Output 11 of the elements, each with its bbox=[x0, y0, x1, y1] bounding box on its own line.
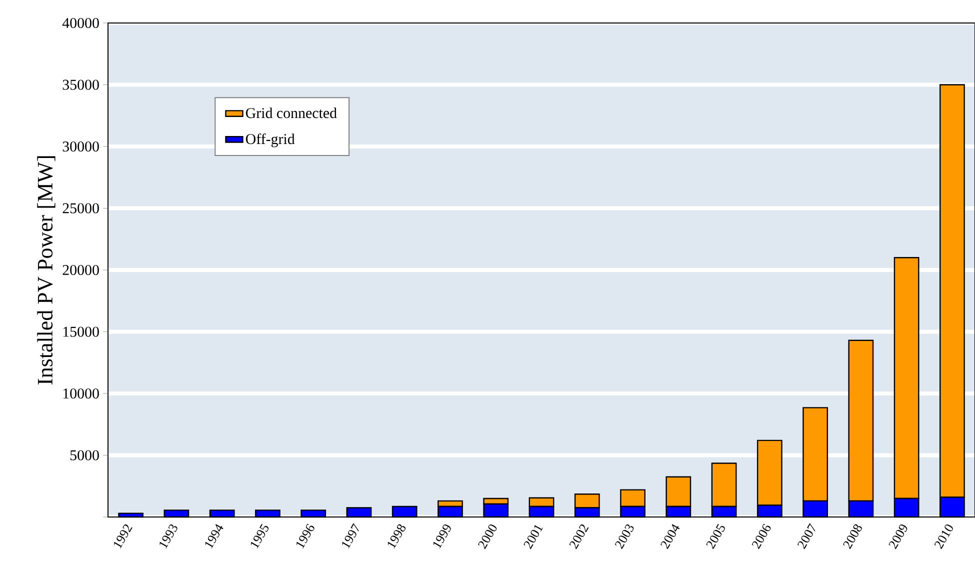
y-tick-label: 20000 bbox=[62, 264, 99, 276]
y-tick-label: 10000 bbox=[63, 388, 99, 399]
y-tick-label: 30000 bbox=[62, 141, 99, 152]
legend-label: Off-grid bbox=[246, 133, 295, 148]
y-tick-label: 35000 bbox=[62, 80, 99, 90]
y-tick-label: 15000 bbox=[63, 326, 99, 337]
y-tick-label: 5000 bbox=[70, 450, 99, 460]
y-tick-label: 25000 bbox=[62, 203, 99, 214]
y-axis-title: Installed PV Power [MW] bbox=[37, 156, 56, 385]
y-tick-label: 40000 bbox=[62, 18, 99, 28]
legend-label: Grid connected bbox=[246, 108, 337, 118]
